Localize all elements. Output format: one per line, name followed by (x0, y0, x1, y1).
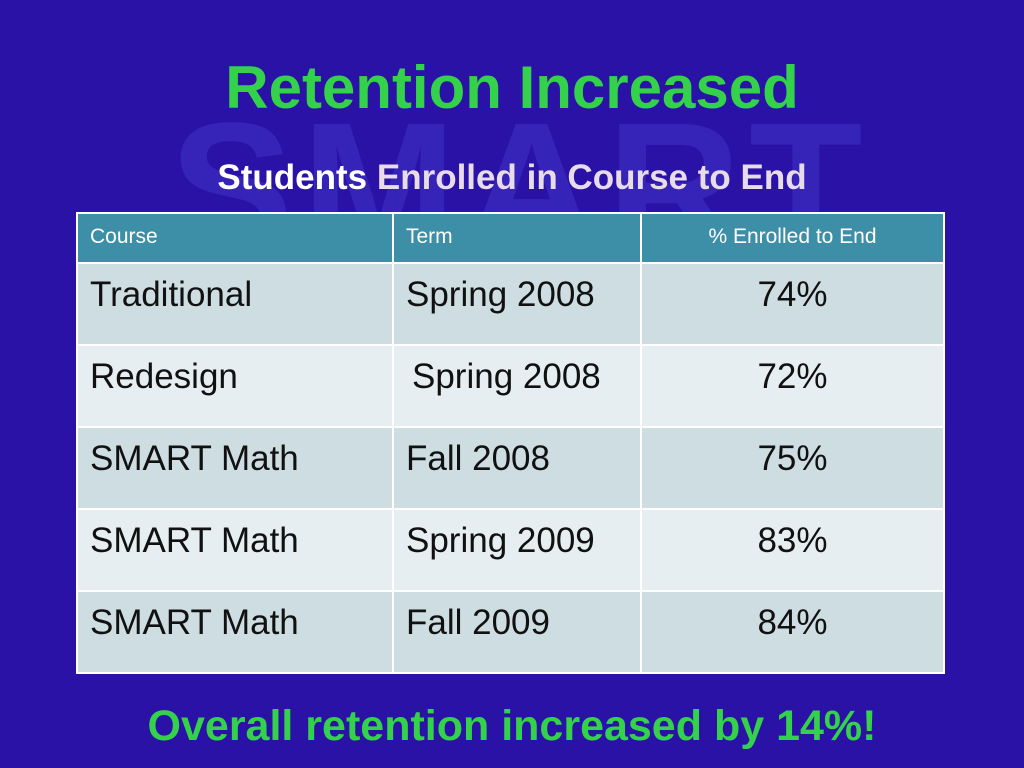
header-percent-enrolled: % Enrolled to End (640, 212, 945, 264)
cell-course: SMART Math (76, 508, 394, 592)
subtitle-lead: Students (217, 158, 368, 197)
table-row: Traditional Spring 2008 74% (76, 262, 945, 346)
table-row: SMART Math Fall 2008 75% (76, 426, 945, 510)
header-course: Course (76, 212, 394, 264)
slide-subtitle: Students Enrolled in Course to End (0, 156, 1024, 200)
cell-term: Spring 2009 (392, 508, 642, 592)
cell-term: Fall 2008 (392, 426, 642, 510)
cell-percent: 84% (640, 590, 945, 674)
subtitle-rest: Enrolled in Course to End (376, 158, 807, 197)
table-row: SMART Math Fall 2009 84% (76, 590, 945, 674)
slide-title: Retention Increased (225, 54, 799, 121)
cell-term: Spring 2008 (392, 344, 642, 428)
cell-course: SMART Math (76, 590, 394, 674)
cell-percent: 83% (640, 508, 945, 592)
cell-percent: 74% (640, 262, 945, 346)
cell-term: Spring 2008 (392, 262, 642, 346)
cell-percent: 75% (640, 426, 945, 510)
cell-term: Fall 2009 (392, 590, 642, 674)
retention-summary: Overall retention increased by 14%! (147, 702, 877, 750)
cell-course: Redesign (76, 344, 394, 428)
retention-table: Course Term % Enrolled to End Traditiona… (76, 212, 945, 674)
header-term: Term (392, 212, 642, 264)
cell-percent: 72% (640, 344, 945, 428)
cell-course: Traditional (76, 262, 394, 346)
table-row: Redesign Spring 2008 72% (76, 344, 945, 428)
table-row: SMART Math Spring 2009 83% (76, 508, 945, 592)
cell-course: SMART Math (76, 426, 394, 510)
table-header-row: Course Term % Enrolled to End (76, 212, 945, 264)
